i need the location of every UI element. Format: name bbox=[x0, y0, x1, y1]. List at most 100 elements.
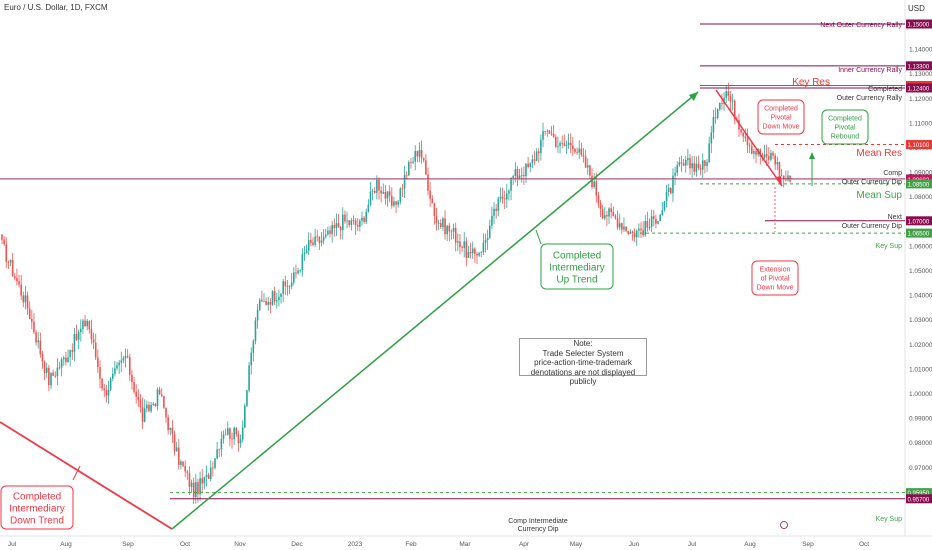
candle-body bbox=[50, 372, 52, 386]
candle-body bbox=[235, 427, 238, 435]
price-tag bbox=[906, 228, 932, 238]
candle-body bbox=[670, 188, 672, 194]
candle-body bbox=[376, 179, 378, 193]
candle-body bbox=[216, 449, 218, 459]
candle-body bbox=[107, 389, 110, 396]
candle-body bbox=[431, 198, 434, 204]
level-label-key-sup: Key Sup bbox=[876, 243, 903, 250]
candle-body bbox=[75, 333, 78, 340]
level-label-comp-intermediate: Comp Intermediate bbox=[508, 518, 568, 525]
callout-up-trend-text: Completed bbox=[553, 251, 601, 262]
candle-body bbox=[476, 253, 478, 256]
candle-body bbox=[173, 434, 176, 452]
x-tick-label: Jul bbox=[688, 541, 697, 548]
candle-body bbox=[77, 332, 80, 340]
candle-body bbox=[755, 151, 757, 155]
candle-body bbox=[710, 132, 713, 144]
candle-body bbox=[691, 163, 693, 169]
candle-body bbox=[354, 220, 357, 226]
candle-body bbox=[314, 236, 316, 245]
candle-body bbox=[54, 375, 57, 377]
candle-body bbox=[33, 321, 35, 333]
note-line-2: price-action-time-trademark bbox=[534, 358, 632, 367]
candle-body bbox=[22, 295, 25, 303]
candle-body bbox=[650, 216, 653, 228]
candle-body bbox=[559, 142, 561, 147]
candle-body bbox=[659, 214, 661, 222]
candle-body bbox=[397, 201, 399, 205]
candle-body bbox=[384, 191, 387, 199]
candle-body bbox=[459, 241, 461, 248]
candle-body bbox=[546, 130, 549, 132]
candle-body bbox=[105, 390, 108, 396]
candle-body bbox=[222, 434, 225, 439]
candle-body bbox=[273, 291, 276, 302]
candle-body bbox=[246, 390, 248, 406]
candle-body bbox=[450, 231, 453, 233]
candle-body bbox=[365, 211, 368, 223]
candle-body bbox=[584, 156, 587, 168]
candle-body bbox=[416, 151, 419, 157]
candle-body bbox=[557, 146, 559, 147]
candle-body bbox=[495, 208, 497, 211]
candle-body bbox=[67, 357, 69, 363]
candle-body bbox=[640, 228, 642, 231]
candle-body bbox=[301, 254, 304, 271]
candle-body bbox=[373, 190, 376, 193]
candle-body bbox=[608, 208, 610, 217]
candle-body bbox=[65, 357, 67, 363]
candle-body bbox=[395, 201, 397, 205]
candle-body bbox=[401, 188, 404, 190]
candle-body bbox=[148, 404, 150, 412]
candle-body bbox=[337, 223, 340, 227]
candle-body bbox=[131, 374, 133, 383]
candle-body bbox=[361, 217, 363, 221]
candle-body bbox=[346, 220, 348, 222]
price-tag bbox=[906, 179, 932, 189]
candle-body bbox=[474, 248, 476, 254]
x-tick-label: Oct bbox=[180, 541, 190, 548]
candle-body bbox=[207, 474, 210, 479]
candle-body bbox=[58, 367, 61, 369]
candle-body bbox=[420, 150, 423, 159]
y-tick-label: 1.08000 bbox=[909, 194, 932, 201]
candle-body bbox=[41, 354, 44, 362]
candle-body bbox=[209, 467, 212, 479]
note-line-3: denotations are not displayed publicly bbox=[530, 367, 636, 387]
candle-body bbox=[167, 417, 169, 431]
candle-body bbox=[467, 251, 470, 258]
y-tick-label: 1.11000 bbox=[909, 120, 932, 127]
candle-body bbox=[589, 165, 591, 176]
x-tick-label: Sep bbox=[122, 541, 134, 548]
candle-body bbox=[382, 191, 385, 194]
x-tick-label: Oct bbox=[859, 541, 869, 548]
price-tag-label: 1.08500 bbox=[908, 182, 930, 188]
callout-pivotal-rebound-text: Rebound bbox=[831, 134, 860, 141]
pivotal-down-arrowhead bbox=[776, 176, 782, 186]
candle-body bbox=[129, 356, 131, 375]
candle-body bbox=[37, 340, 40, 343]
callout-down-trend-pointer bbox=[72, 465, 81, 481]
candle-body bbox=[212, 467, 214, 469]
candle-body bbox=[237, 434, 240, 444]
candle-body bbox=[318, 236, 321, 243]
callout-pivotal-down-box bbox=[757, 99, 805, 135]
candle-body bbox=[201, 478, 204, 484]
candle-body bbox=[418, 150, 421, 157]
x-tick-label: May bbox=[570, 541, 583, 548]
x-tick-label: Sep bbox=[802, 541, 814, 548]
pivotal-down-line bbox=[715, 89, 783, 187]
candle-body bbox=[99, 366, 101, 379]
y-tick-label: 1.14000 bbox=[909, 47, 932, 54]
level-label-inner-rally: Inner Currency Rally bbox=[838, 67, 902, 74]
candle-body bbox=[770, 152, 772, 160]
candle-body bbox=[695, 163, 698, 172]
candle-body bbox=[71, 350, 74, 352]
candle-body bbox=[231, 438, 233, 440]
price-tag-label: 0.95700 bbox=[908, 497, 930, 503]
candle-body bbox=[614, 216, 617, 219]
candle-body bbox=[731, 100, 734, 102]
candle-body bbox=[254, 320, 257, 341]
candle-body bbox=[716, 109, 719, 118]
